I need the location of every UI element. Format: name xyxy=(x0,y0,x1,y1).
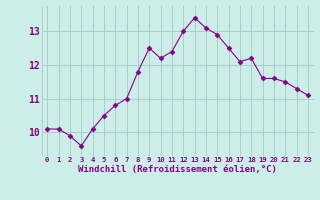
X-axis label: Windchill (Refroidissement éolien,°C): Windchill (Refroidissement éolien,°C) xyxy=(78,165,277,174)
